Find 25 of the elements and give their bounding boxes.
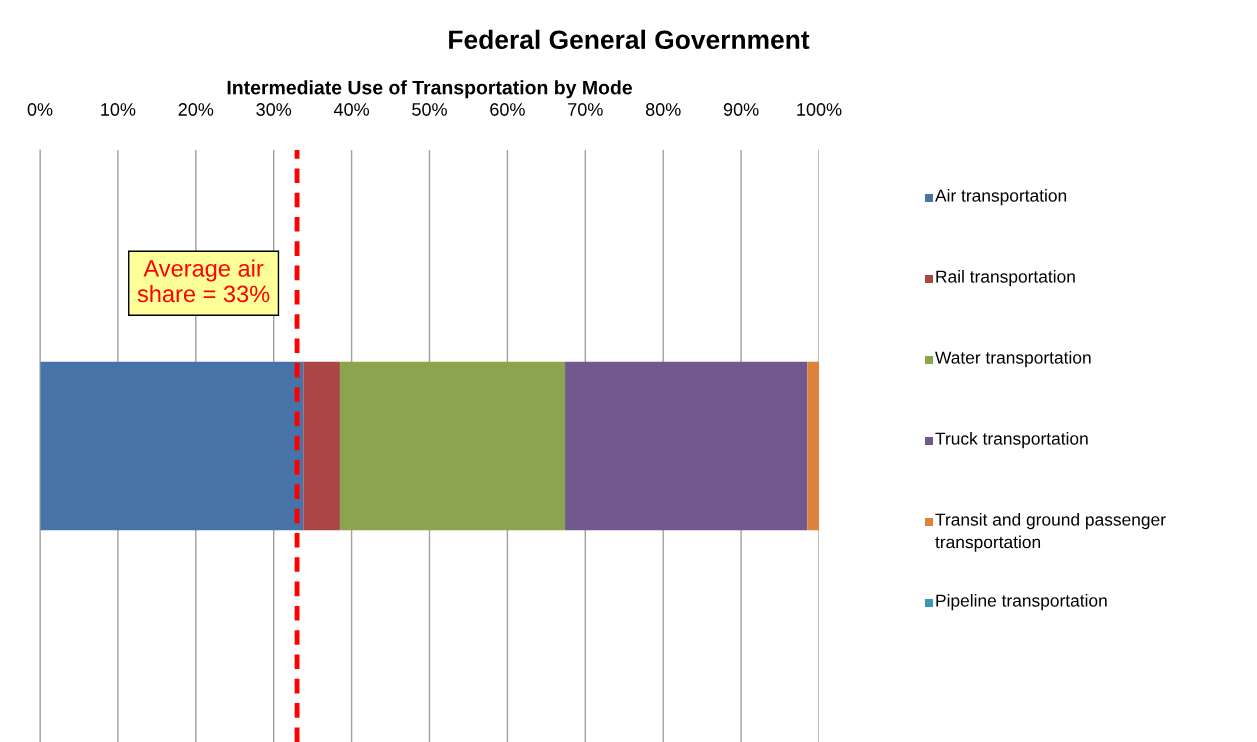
x-tick-label: 100% <box>797 103 842 116</box>
x-tick-label: 40% <box>333 103 370 116</box>
x-tick-label: 90% <box>723 103 759 116</box>
bar <box>40 361 304 531</box>
legend-label: Air transportation <box>935 189 1067 206</box>
x-tick-label: 50% <box>412 103 447 116</box>
legend-label: Rail transportation <box>936 270 1075 287</box>
legend-label: Pipeline transportation <box>936 594 1107 611</box>
x-tick-label: 30% <box>256 103 292 116</box>
x-tick-label: 10% <box>101 103 136 116</box>
x-tick-label: 80% <box>645 103 681 116</box>
bar <box>339 361 566 531</box>
bar <box>303 361 340 531</box>
legend-label: Water transportation <box>935 351 1091 368</box>
bar <box>807 361 819 531</box>
x-tick-label: 20% <box>178 103 214 116</box>
chart-title: Federal General Government <box>449 29 810 50</box>
x-axis-title: Intermediate Use of Transportation by Mode <box>227 80 632 99</box>
x-tick-label: 0% <box>27 103 53 116</box>
x-tick-label: 70% <box>568 103 603 116</box>
x-tick-label: 60% <box>490 103 525 116</box>
bar <box>565 361 808 531</box>
legend-label: Truck transportation <box>935 432 1088 449</box>
legend-label: Transit and ground passenger transportation <box>935 513 1166 552</box>
ref-line-label: Average air share = 33% <box>137 259 270 303</box>
